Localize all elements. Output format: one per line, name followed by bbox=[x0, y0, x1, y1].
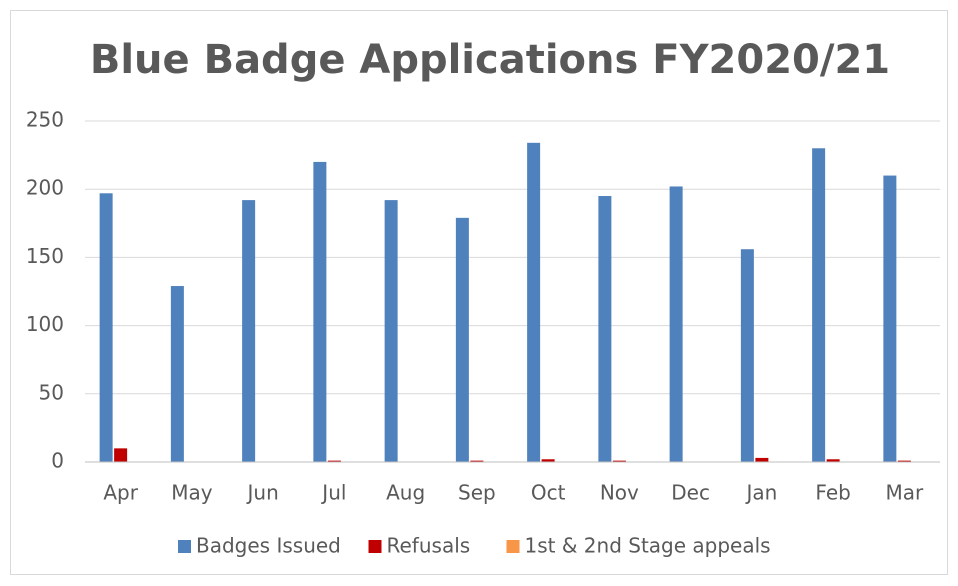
y-tick-label: 150 bbox=[26, 244, 64, 268]
bar bbox=[527, 142, 541, 462]
y-tick-label: 100 bbox=[26, 312, 64, 336]
bar bbox=[170, 286, 184, 462]
y-tick-label: 0 bbox=[51, 449, 64, 473]
bar bbox=[99, 193, 113, 463]
y-tick-label: 250 bbox=[26, 108, 64, 132]
chart-border bbox=[10, 10, 948, 575]
bar bbox=[313, 161, 327, 463]
chart-title: Blue Badge Applications FY2020/21 bbox=[90, 37, 890, 83]
bar bbox=[755, 457, 769, 462]
legend-swatch bbox=[506, 540, 520, 553]
x-tick-label: Aug bbox=[386, 481, 425, 505]
bar bbox=[114, 448, 128, 462]
legend-label: Badges Issued bbox=[196, 534, 341, 558]
x-tick-label: Jan bbox=[744, 481, 777, 505]
bar bbox=[541, 459, 555, 462]
bar bbox=[612, 460, 626, 462]
legend-label: 1st & 2nd Stage appeals bbox=[525, 534, 771, 558]
x-tick-label: May bbox=[171, 481, 213, 505]
x-tick-label: Nov bbox=[600, 481, 639, 505]
bar bbox=[812, 148, 826, 462]
x-tick-label: Sep bbox=[458, 481, 496, 505]
x-tick-label: Mar bbox=[886, 481, 925, 505]
x-tick-label: Oct bbox=[531, 481, 566, 505]
bar bbox=[384, 200, 398, 462]
bar bbox=[327, 460, 341, 462]
legend-swatch bbox=[178, 540, 191, 553]
bar bbox=[897, 460, 911, 462]
x-tick-label: Jun bbox=[246, 481, 279, 505]
bar bbox=[242, 200, 256, 462]
bar bbox=[826, 459, 840, 462]
x-tick-label: Feb bbox=[815, 481, 850, 505]
x-tick-label: Apr bbox=[103, 481, 138, 505]
bar bbox=[470, 460, 484, 462]
bar bbox=[740, 249, 754, 462]
bar bbox=[669, 186, 683, 463]
legend-label: Refusals bbox=[387, 534, 471, 558]
legend-swatch bbox=[368, 540, 382, 553]
x-tick-label: Dec bbox=[671, 481, 710, 505]
bar bbox=[455, 217, 469, 462]
y-tick-label: 50 bbox=[39, 380, 64, 404]
bar bbox=[598, 196, 612, 462]
y-tick-label: 200 bbox=[26, 176, 64, 200]
x-tick-label: Jul bbox=[320, 481, 346, 505]
bar bbox=[883, 175, 897, 462]
